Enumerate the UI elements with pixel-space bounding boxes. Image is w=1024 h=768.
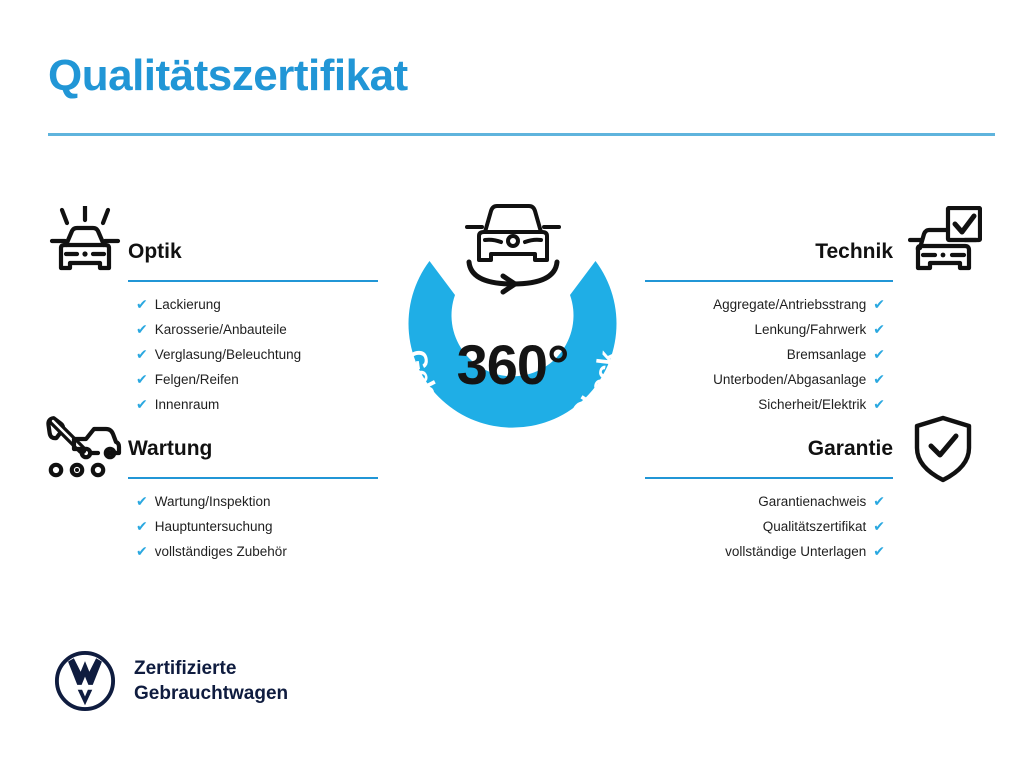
check-icon: ✔ [873, 396, 885, 412]
list-item-label: Karosserie/Anbauteile [154, 322, 287, 337]
check-icon: ✔ [873, 346, 885, 362]
section-garantie-divider [645, 477, 893, 479]
page-title: Qualitätszertifikat [48, 51, 408, 100]
list-item: Garantienachweis ✔ [645, 489, 885, 514]
section-optik: Optik ✔ Lackierung ✔ Karosserie/Anbautei… [128, 238, 378, 417]
list-item: Unterboden/Abgasanlage ✔ [645, 367, 885, 392]
section-garantie-list: Garantienachweis ✔ Qualitätszertifikat ✔… [645, 489, 893, 564]
vw-logo-icon [54, 650, 116, 712]
section-garantie-header: Garantie [645, 435, 893, 479]
section-optik-header: Optik [128, 238, 378, 282]
check-icon: ✔ [136, 321, 148, 337]
check-icon: ✔ [873, 518, 885, 534]
check-icon: ✔ [136, 296, 148, 312]
list-item-label: Felgen/Reifen [154, 372, 239, 387]
list-item: Sicherheit/Elektrik ✔ [645, 392, 885, 417]
badge-ring [408, 261, 617, 428]
list-item: ✔ Felgen/Reifen [136, 367, 378, 392]
footer-line-2: Gebrauchtwagen [134, 683, 289, 704]
list-item-label: Qualitätszertifikat [762, 519, 867, 534]
check-icon: ✔ [136, 371, 148, 387]
check-icon: ✔ [136, 493, 148, 509]
section-technik-title: Technik [815, 240, 893, 263]
section-optik-divider [128, 280, 378, 282]
title-divider [48, 133, 995, 136]
section-wartung-header: Wartung [128, 435, 378, 479]
badge-360-gebrauchtwagen-check: Gebrauchtwagen-Check [374, 255, 651, 485]
section-optik-list: ✔ Lackierung ✔ Karosserie/Anbauteile ✔ V… [128, 292, 378, 417]
list-item-label: Unterboden/Abgasanlage [713, 372, 867, 387]
list-item: ✔ Innenraum [136, 392, 378, 417]
list-item: Aggregate/Antriebsstrang ✔ [645, 292, 885, 317]
badge-center-label: 360° [456, 333, 570, 396]
section-technik-list: Aggregate/Antriebsstrang ✔ Lenkung/Fahrw… [645, 292, 893, 417]
section-wartung-list: ✔ Wartung/Inspektion ✔ Hauptuntersuchung… [128, 489, 378, 564]
check-icon: ✔ [136, 346, 148, 362]
check-icon: ✔ [136, 518, 148, 534]
list-item-label: Aggregate/Antriebsstrang [713, 297, 867, 312]
car-checkbox-icon [907, 205, 983, 283]
list-item-label: Lenkung/Fahrwerk [754, 322, 867, 337]
section-wartung-title: Wartung [128, 437, 213, 460]
section-wartung-divider [128, 477, 378, 479]
check-icon: ✔ [873, 321, 885, 337]
vw-certified-footer: Zertifizierte Gebrauchtwagen [54, 650, 288, 712]
list-item-label: Sicherheit/Elektrik [758, 397, 867, 412]
section-garantie-title: Garantie [807, 437, 893, 460]
section-optik-title: Optik [128, 240, 182, 263]
check-icon: ✔ [873, 296, 885, 312]
list-item: Qualitätszertifikat ✔ [645, 514, 885, 539]
list-item-label: Lackierung [154, 297, 221, 312]
list-item-label: Wartung/Inspektion [154, 494, 271, 509]
shield-check-icon [912, 415, 974, 488]
section-wartung: Wartung ✔ Wartung/Inspektion ✔ Hauptunte… [128, 435, 378, 564]
footer-text: Zertifizierte Gebrauchtwagen [134, 656, 288, 706]
check-icon: ✔ [136, 543, 148, 559]
list-item: ✔ Karosserie/Anbauteile [136, 317, 378, 342]
section-garantie: Garantie Garantienachweis ✔ Qualitätszer… [645, 435, 893, 564]
section-technik: Technik Aggregate/Antriebsstrang ✔ Lenku… [645, 238, 893, 417]
footer-line-1: Zertifizierte [134, 658, 237, 679]
check-icon: ✔ [873, 543, 885, 559]
section-technik-header: Technik [645, 238, 893, 282]
list-item-label: vollständiges Zubehör [154, 544, 287, 559]
list-item: ✔ vollständiges Zubehör [136, 539, 378, 564]
list-item: ✔ Hauptuntersuchung [136, 514, 378, 539]
check-icon: ✔ [873, 493, 885, 509]
list-item: ✔ Verglasung/Beleuchtung [136, 342, 378, 367]
list-item-label: vollständige Unterlagen [725, 544, 867, 559]
section-technik-divider [645, 280, 893, 282]
check-icon: ✔ [873, 371, 885, 387]
list-item: vollständige Unterlagen ✔ [645, 539, 885, 564]
list-item-label: Garantienachweis [758, 494, 867, 509]
check-icon: ✔ [136, 396, 148, 412]
list-item: Lenkung/Fahrwerk ✔ [645, 317, 885, 342]
car-lift-service-icon [44, 415, 124, 486]
car-rotation-icon [449, 196, 577, 302]
list-item-label: Hauptuntersuchung [154, 519, 273, 534]
list-item: ✔ Lackierung [136, 292, 378, 317]
list-item-label: Innenraum [154, 397, 220, 412]
list-item: Bremsanlage ✔ [645, 342, 885, 367]
list-item-label: Bremsanlage [786, 347, 867, 362]
list-item: ✔ Wartung/Inspektion [136, 489, 378, 514]
list-item-label: Verglasung/Beleuchtung [154, 347, 302, 362]
car-polish-icon [46, 203, 124, 285]
